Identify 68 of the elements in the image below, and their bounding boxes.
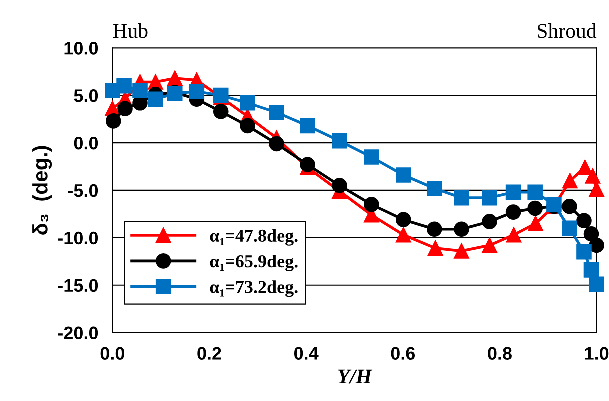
point — [562, 198, 578, 214]
point — [589, 276, 604, 292]
point — [132, 83, 148, 98]
y-tick-label: 0.0 — [74, 136, 98, 150]
point — [364, 197, 380, 212]
x-tick-label: 1.0 — [585, 347, 609, 360]
point — [584, 226, 600, 242]
point — [396, 212, 412, 228]
point — [482, 238, 498, 254]
point — [396, 168, 412, 183]
point — [454, 222, 470, 238]
point — [426, 180, 442, 196]
point — [300, 157, 316, 172]
point — [528, 184, 543, 200]
x-tick-label: 0.2 — [198, 347, 222, 360]
point — [332, 133, 348, 149]
point — [506, 204, 522, 220]
point — [332, 178, 348, 194]
point — [482, 190, 498, 206]
point — [118, 101, 133, 116]
x-tick-label: 0.4 — [294, 347, 319, 360]
point — [364, 150, 380, 165]
point — [589, 182, 604, 198]
point — [269, 136, 284, 152]
point — [240, 96, 256, 111]
y-tick-label: -20.0 — [58, 326, 98, 340]
y-tick-label: -10.0 — [58, 232, 98, 245]
x-tick-label: 0.0 — [100, 347, 124, 360]
point — [589, 238, 604, 254]
point — [426, 222, 442, 238]
point — [562, 220, 578, 236]
point — [528, 216, 544, 232]
point — [578, 160, 593, 176]
point — [576, 244, 592, 260]
x-axis-title: Y/H — [338, 370, 373, 384]
x-tick-label: 0.8 — [488, 347, 512, 360]
point — [269, 105, 284, 120]
y-tick-label: -5.0 — [68, 184, 98, 198]
point — [106, 114, 122, 129]
point — [506, 227, 522, 243]
text: Shroud — [538, 24, 597, 38]
point — [213, 104, 229, 120]
point — [240, 118, 256, 134]
point — [584, 262, 600, 278]
y-axis-title: δ₃ (deg.) — [32, 146, 52, 235]
point — [454, 190, 470, 206]
point — [585, 168, 601, 184]
point — [506, 184, 522, 200]
legend-label: α₁=73.2deg. — [210, 280, 298, 298]
point — [167, 70, 183, 86]
point — [482, 214, 498, 230]
point — [116, 78, 132, 94]
text: Hub — [113, 24, 148, 38]
y-tick-label: -15.0 — [58, 279, 98, 292]
point — [396, 227, 412, 243]
point — [576, 213, 592, 228]
legend-label: α₁=65.9deg. — [210, 254, 298, 272]
point — [562, 173, 578, 189]
point — [189, 84, 205, 100]
x-tick-label: 0.6 — [391, 347, 416, 360]
y-tick-label: 10.0 — [64, 42, 98, 55]
point — [454, 244, 470, 259]
point — [148, 92, 164, 108]
point — [428, 240, 444, 256]
point — [528, 200, 543, 216]
y-tick-label: 5.0 — [74, 90, 98, 102]
legend-label: α₁=47.8deg. — [210, 229, 298, 246]
point — [300, 118, 316, 134]
